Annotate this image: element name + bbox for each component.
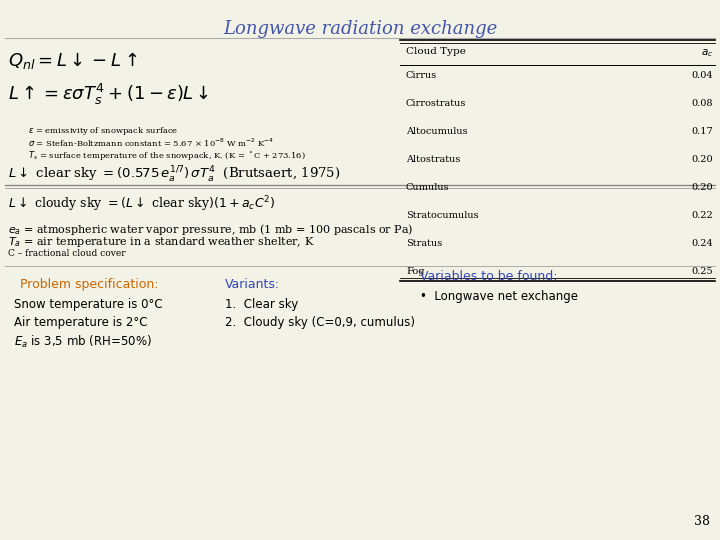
- Text: 0.20: 0.20: [691, 155, 713, 164]
- Text: $L\uparrow = \varepsilon\sigma T_s^4 + (1 - \varepsilon)L\downarrow$: $L\uparrow = \varepsilon\sigma T_s^4 + (…: [8, 82, 209, 107]
- Text: Variables to be found:: Variables to be found:: [420, 270, 557, 283]
- Text: $L\downarrow$ clear sky $= (0.575\, e_a^{1/7})\, \sigma T_a^4$  (Brutsaert, 1975: $L\downarrow$ clear sky $= (0.575\, e_a^…: [8, 165, 341, 185]
- Text: Longwave radiation exchange: Longwave radiation exchange: [223, 20, 497, 38]
- Text: Problem specification:: Problem specification:: [20, 278, 158, 291]
- Text: Stratus: Stratus: [406, 239, 442, 248]
- Text: $\sigma$ = Stefan-Boltzmann constant = 5.67 × 10$^{-8}$ W m$^{-2}$ K$^{-4}$: $\sigma$ = Stefan-Boltzmann constant = 5…: [28, 137, 274, 150]
- Text: Snow temperature is 0°C: Snow temperature is 0°C: [14, 298, 163, 311]
- Text: $Q_{nl} = L\downarrow - L\uparrow$: $Q_{nl} = L\downarrow - L\uparrow$: [8, 50, 138, 71]
- Text: $L\downarrow$ cloudy sky $= (L\downarrow$ clear sky$)(1 + a_c C^2)$: $L\downarrow$ cloudy sky $= (L\downarrow…: [8, 194, 276, 214]
- Text: $T_s$ = surface temperature of the snowpack, K. (K = $^\circ$C + 273.16): $T_s$ = surface temperature of the snowp…: [28, 149, 306, 162]
- Text: 1.  Clear sky: 1. Clear sky: [225, 298, 298, 311]
- Text: $e_a$ = atmospheric water vapor pressure, mb (1 mb = 100 pascals or Pa): $e_a$ = atmospheric water vapor pressure…: [8, 222, 413, 237]
- Text: $E_a$ is 3,5 mb (RH=50%): $E_a$ is 3,5 mb (RH=50%): [14, 334, 152, 350]
- Text: Cirrostratus: Cirrostratus: [406, 99, 467, 108]
- Text: Air temperature is 2°C: Air temperature is 2°C: [14, 316, 148, 329]
- Text: Fog: Fog: [406, 267, 425, 276]
- Text: $T_a$ = air temperature in a standard weather shelter, K: $T_a$ = air temperature in a standard we…: [8, 235, 315, 249]
- Text: 0.24: 0.24: [691, 239, 713, 248]
- Text: Altocumulus: Altocumulus: [406, 127, 467, 136]
- Text: 0.25: 0.25: [691, 267, 713, 276]
- Text: C – fractional cloud cover: C – fractional cloud cover: [8, 249, 125, 258]
- Text: 0.22: 0.22: [691, 211, 713, 220]
- Text: Stratocumulus: Stratocumulus: [406, 211, 479, 220]
- Text: Cumulus: Cumulus: [406, 183, 449, 192]
- Text: Cloud Type: Cloud Type: [406, 47, 466, 56]
- Text: 0.08: 0.08: [691, 99, 713, 108]
- Text: Variants:: Variants:: [225, 278, 280, 291]
- Text: 38: 38: [694, 515, 710, 528]
- Text: 0.04: 0.04: [691, 71, 713, 80]
- Text: $a_c$: $a_c$: [701, 47, 713, 59]
- Text: 0.17: 0.17: [691, 127, 713, 136]
- Text: •  Longwave net exchange: • Longwave net exchange: [420, 290, 578, 303]
- Text: $\varepsilon$ = emissivity of snowpack surface: $\varepsilon$ = emissivity of snowpack s…: [28, 125, 179, 137]
- Text: Altostratus: Altostratus: [406, 155, 460, 164]
- Text: 0.20: 0.20: [691, 183, 713, 192]
- Text: 2.  Cloudy sky (C=0,9, cumulus): 2. Cloudy sky (C=0,9, cumulus): [225, 316, 415, 329]
- Text: Cirrus: Cirrus: [406, 71, 437, 80]
